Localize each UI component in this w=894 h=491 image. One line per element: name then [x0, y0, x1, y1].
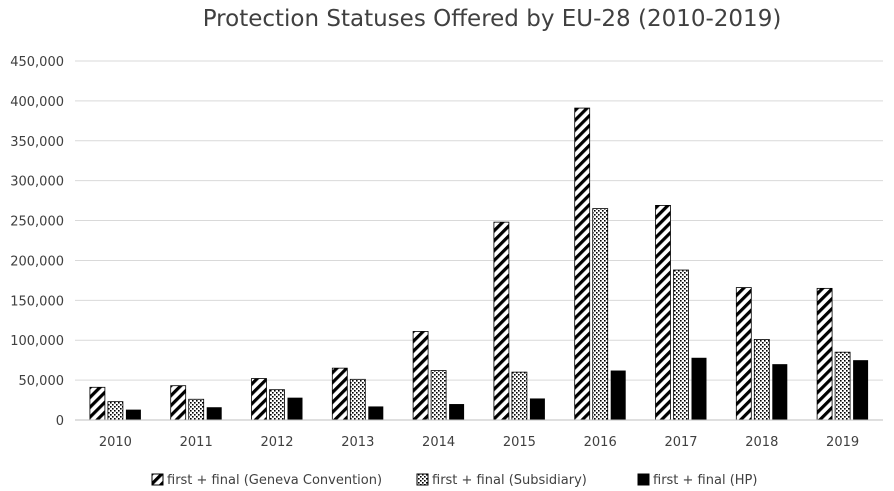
- bar-2018-series-3: [772, 364, 788, 420]
- bar-2015-series-1: [493, 221, 510, 421]
- y-tick-label: 450,000: [10, 55, 64, 70]
- bar-2013-series-3: [368, 406, 384, 420]
- bar-2013-series-2: [349, 378, 366, 421]
- legend-swatch: [151, 473, 164, 486]
- y-tick-label: 300,000: [10, 175, 64, 190]
- bar-2013-series-1: [331, 367, 348, 421]
- bar-2016-series-2: [592, 208, 609, 421]
- y-tick-label: 0: [56, 414, 64, 429]
- legend-label: first + final (HP): [653, 473, 757, 488]
- bar-2019-series-3: [853, 360, 869, 420]
- bar-2018-series-2: [753, 339, 770, 421]
- y-tick-label: 50,000: [19, 374, 65, 389]
- bar-2018-series-1: [735, 287, 752, 421]
- x-tick-label: 2016: [584, 435, 617, 450]
- bar-2012-series-1: [251, 378, 267, 421]
- x-tick-label: 2014: [422, 435, 455, 450]
- legend-label: first + final (Subsidiary): [432, 473, 587, 488]
- bar-2017-series-1: [655, 204, 671, 421]
- bar-2012-series-2: [269, 389, 285, 421]
- bar-2019-series-1: [816, 287, 833, 421]
- y-tick-label: 150,000: [10, 294, 64, 309]
- legend-swatch: [637, 473, 650, 486]
- bar-2017-series-3: [691, 357, 707, 420]
- bar-2019-series-2: [834, 351, 851, 421]
- x-tick-label: 2018: [745, 435, 778, 450]
- bar-2015-series-2: [511, 371, 528, 421]
- bar-2014-series-2: [430, 370, 447, 421]
- legend-swatch: [416, 473, 429, 486]
- bar-2011-series-3: [206, 407, 222, 420]
- y-tick-label: 350,000: [10, 135, 64, 150]
- x-tick-label: 2012: [260, 435, 293, 450]
- x-tick-label: 2019: [826, 435, 859, 450]
- bar-2010-series-3: [125, 409, 141, 420]
- legend-label: first + final (Geneva Convention): [167, 473, 382, 488]
- bar-2010-series-2: [107, 401, 124, 421]
- y-tick-label: 250,000: [10, 215, 64, 230]
- bar-2011-series-2: [188, 398, 205, 421]
- y-tick-label: 200,000: [10, 254, 64, 269]
- y-tick-label: 400,000: [10, 95, 64, 110]
- x-tick-label: 2015: [503, 435, 536, 450]
- bar-2017-series-2: [673, 269, 689, 421]
- bar-2014-series-1: [412, 331, 429, 421]
- x-tick-label: 2010: [99, 435, 132, 450]
- y-tick-label: 100,000: [10, 334, 64, 349]
- chart-title: Protection Statuses Offered by EU-28 (20…: [202, 6, 782, 32]
- x-tick-label: 2017: [664, 435, 697, 450]
- x-tick-label: 2013: [341, 435, 374, 450]
- bar-2015-series-3: [529, 398, 545, 420]
- bar-2016-series-1: [574, 107, 591, 421]
- bar-2014-series-3: [449, 404, 465, 420]
- bar-2016-series-3: [610, 370, 626, 420]
- bar-2012-series-3: [287, 397, 303, 420]
- bar-2011-series-1: [170, 385, 187, 421]
- bar-2010-series-1: [89, 386, 106, 421]
- x-tick-label: 2011: [180, 435, 213, 450]
